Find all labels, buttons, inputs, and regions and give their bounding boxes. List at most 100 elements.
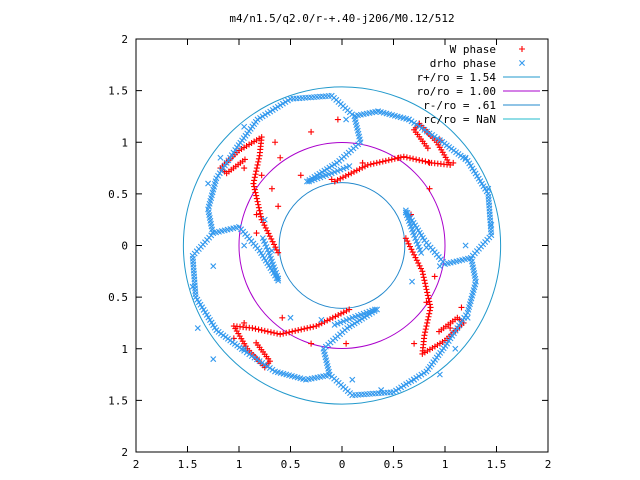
drho-phase-point <box>318 316 325 323</box>
w-phase-marker <box>420 271 427 278</box>
y-tick-label: 0.5 <box>108 291 128 304</box>
drho-phase-point <box>411 376 418 383</box>
drho-phase-point <box>378 387 385 394</box>
w-phase-marker <box>353 167 360 174</box>
w-phase-point <box>272 139 279 146</box>
w-phase-marker <box>422 158 429 165</box>
w-phase-marker <box>253 165 260 172</box>
w-phase-marker <box>421 277 428 284</box>
w-phase-marker <box>406 155 413 162</box>
drho-phase-marker <box>248 352 255 359</box>
w-phase-marker <box>337 310 344 317</box>
drho-phase-point <box>241 242 248 249</box>
w-phase-marker <box>253 339 260 346</box>
w-phase-marker <box>253 168 260 175</box>
w-phase-marker <box>356 166 363 173</box>
drho-phase-marker <box>452 327 459 334</box>
drho-phase-marker <box>223 159 230 166</box>
w-phase-marker <box>351 168 358 175</box>
drho-phase-marker <box>215 172 222 179</box>
w-phase-marker <box>412 254 419 261</box>
w-phase-point <box>275 203 282 210</box>
w-phase-marker <box>271 329 278 336</box>
w-phase-marker <box>426 301 433 308</box>
w-phase-marker <box>329 314 336 321</box>
w-phase-marker <box>413 156 420 163</box>
w-phase-marker <box>258 216 265 223</box>
drho-phase-marker <box>413 121 420 128</box>
w-phase-marker <box>257 213 264 220</box>
w-phase-marker <box>272 244 279 251</box>
w-phase-marker <box>403 154 410 161</box>
drho-phase-marker <box>254 356 261 363</box>
drho-phase-marker <box>269 366 276 373</box>
drho-phase-marker <box>408 118 415 125</box>
x-tick-label: 0 <box>339 458 346 471</box>
w-phase-point <box>328 176 335 183</box>
drho-phase-marker <box>411 119 418 126</box>
w-phase-marker <box>257 210 264 217</box>
w-phase-marker <box>343 307 350 314</box>
drho-phase-point <box>194 325 201 332</box>
w-phase-marker <box>289 328 296 335</box>
w-phase-marker <box>410 155 417 162</box>
x-tick-label: 1.5 <box>487 458 507 471</box>
w-phase-marker <box>388 156 395 163</box>
drho-phase-marker <box>416 123 423 130</box>
w-phase-marker <box>255 158 262 165</box>
drho-phase-marker <box>266 365 273 372</box>
drho-phase-point <box>287 314 294 321</box>
legend-marker-drho-phase <box>519 60 525 66</box>
w-phase-marker <box>348 170 355 177</box>
legend-label: W phase <box>450 43 496 56</box>
w-phase-marker <box>379 158 386 165</box>
w-phase-marker <box>335 312 342 319</box>
drho-phase-point <box>488 221 495 228</box>
w-phase-marker <box>425 159 432 166</box>
w-phase-marker <box>265 230 272 237</box>
w-phase-marker <box>424 289 431 296</box>
w-phase-marker <box>298 326 305 333</box>
w-phase-marker <box>260 219 267 226</box>
y-tick-label: 0.5 <box>108 188 128 201</box>
w-phase-marker <box>404 238 411 245</box>
drho-phase-marker <box>418 125 425 132</box>
drho-phase-series <box>189 92 495 399</box>
drho-phase-point <box>189 283 196 290</box>
legend-label: r+/ro = 1.54 <box>417 71 497 84</box>
w-phase-marker <box>391 155 398 162</box>
drho-phase-point <box>210 263 217 270</box>
w-phase-marker <box>301 325 308 332</box>
drho-phase-point <box>436 137 443 144</box>
w-phase-marker <box>271 241 278 248</box>
w-phase-marker <box>254 161 261 168</box>
w-phase-marker <box>326 316 333 323</box>
w-phase-point <box>277 154 284 161</box>
w-phase-marker <box>408 246 415 253</box>
w-phase-marker <box>406 243 413 250</box>
w-phase-marker <box>419 157 426 164</box>
w-phase-point <box>334 116 341 123</box>
legend-label: rc/ro = NaN <box>423 113 496 126</box>
drho-phase-point <box>462 154 469 161</box>
drho-phase-point <box>464 314 471 321</box>
w-phase-marker <box>426 298 433 305</box>
drho-phase-marker <box>454 325 461 332</box>
x-tick-label: 1.5 <box>178 458 198 471</box>
w-phase-marker <box>250 180 257 187</box>
w-phase-marker <box>409 249 416 256</box>
w-phase-marker <box>264 227 271 234</box>
w-phase-marker <box>422 280 429 287</box>
drho-phase-marker <box>261 361 268 368</box>
y-tick-label: 1.5 <box>108 85 128 98</box>
drho-phase-marker <box>227 154 234 161</box>
drho-phase-marker <box>457 319 464 326</box>
w-phase-point <box>359 159 366 166</box>
w-phase-marker <box>425 313 432 320</box>
w-phase-marker <box>373 159 380 166</box>
w-phase-marker <box>254 198 261 205</box>
drho-phase-marker <box>233 144 240 151</box>
w-phase-marker <box>436 328 443 335</box>
